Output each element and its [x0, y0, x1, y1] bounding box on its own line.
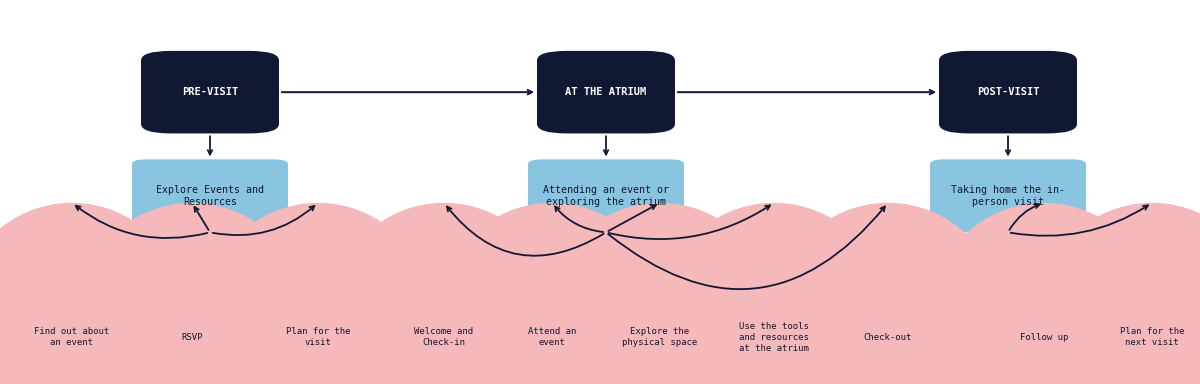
Text: RSVP: RSVP	[181, 333, 203, 342]
Ellipse shape	[774, 203, 1002, 384]
FancyBboxPatch shape	[538, 51, 674, 134]
FancyBboxPatch shape	[930, 159, 1086, 232]
Ellipse shape	[1038, 203, 1200, 384]
Ellipse shape	[204, 203, 432, 384]
Text: Attending an event or
exploring the atrium: Attending an event or exploring the atri…	[542, 185, 670, 207]
Text: Explore Events and
Resources: Explore Events and Resources	[156, 185, 264, 207]
Text: Find out about
an event: Find out about an event	[35, 327, 109, 348]
Text: Attend an
event: Attend an event	[528, 327, 576, 348]
Ellipse shape	[438, 203, 666, 384]
Text: Plan for the
next visit: Plan for the next visit	[1120, 327, 1184, 348]
Text: Plan for the
visit: Plan for the visit	[286, 327, 350, 348]
Text: POST-VISIT: POST-VISIT	[977, 87, 1039, 97]
Text: Use the tools
and resources
at the atrium: Use the tools and resources at the atriu…	[739, 322, 809, 353]
Text: PRE-VISIT: PRE-VISIT	[182, 87, 238, 97]
Ellipse shape	[930, 203, 1158, 384]
Ellipse shape	[330, 203, 558, 384]
Text: Check-out: Check-out	[864, 333, 912, 342]
Ellipse shape	[78, 203, 306, 384]
Ellipse shape	[546, 203, 774, 384]
Text: Welcome and
Check-in: Welcome and Check-in	[414, 327, 474, 348]
Ellipse shape	[660, 203, 888, 384]
Text: Explore the
physical space: Explore the physical space	[623, 327, 697, 348]
Text: AT THE ATRIUM: AT THE ATRIUM	[565, 87, 647, 97]
FancyBboxPatch shape	[528, 159, 684, 232]
Text: Follow up: Follow up	[1020, 333, 1068, 342]
FancyBboxPatch shape	[142, 51, 278, 134]
FancyBboxPatch shape	[132, 159, 288, 232]
FancyBboxPatch shape	[940, 51, 1078, 134]
Text: Taking home the in-
person visit: Taking home the in- person visit	[952, 185, 1066, 207]
Ellipse shape	[0, 203, 186, 384]
